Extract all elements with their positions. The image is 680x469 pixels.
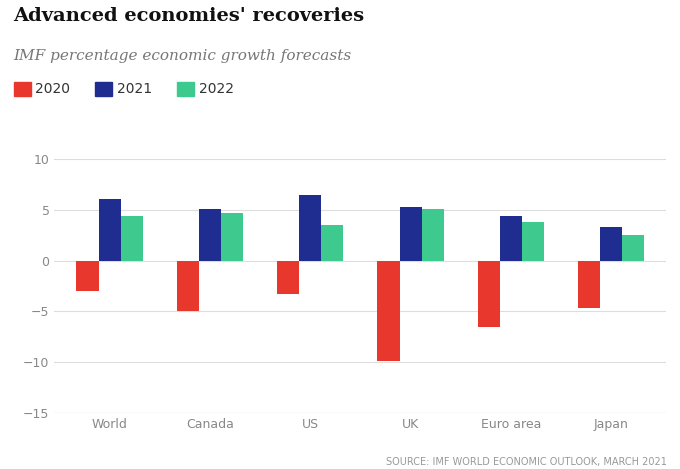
Bar [99,199,120,261]
Text: SOURCE: IMF WORLD ECONOMIC OUTLOOK, MARCH 2021: SOURCE: IMF WORLD ECONOMIC OUTLOOK, MARC… [386,457,666,467]
Text: Advanced economies' recoveries: Advanced economies' recoveries [14,7,364,25]
Bar [277,261,299,294]
Bar [478,261,500,326]
Text: 2021: 2021 [117,82,152,96]
Bar [622,235,645,261]
Bar [522,222,544,261]
Bar [500,216,522,261]
Bar [578,261,600,309]
Text: IMF percentage economic growth forecasts: IMF percentage economic growth forecasts [14,49,352,63]
Bar [422,209,443,261]
Bar [76,261,99,291]
Bar [177,261,199,311]
Bar [199,209,221,261]
Bar [321,225,343,261]
Text: 2020: 2020 [35,82,70,96]
Bar [221,213,243,261]
Bar [120,216,143,261]
Bar [377,261,400,361]
Text: 2022: 2022 [199,82,233,96]
Bar [400,207,422,261]
Bar [600,227,622,261]
Bar [299,195,321,261]
